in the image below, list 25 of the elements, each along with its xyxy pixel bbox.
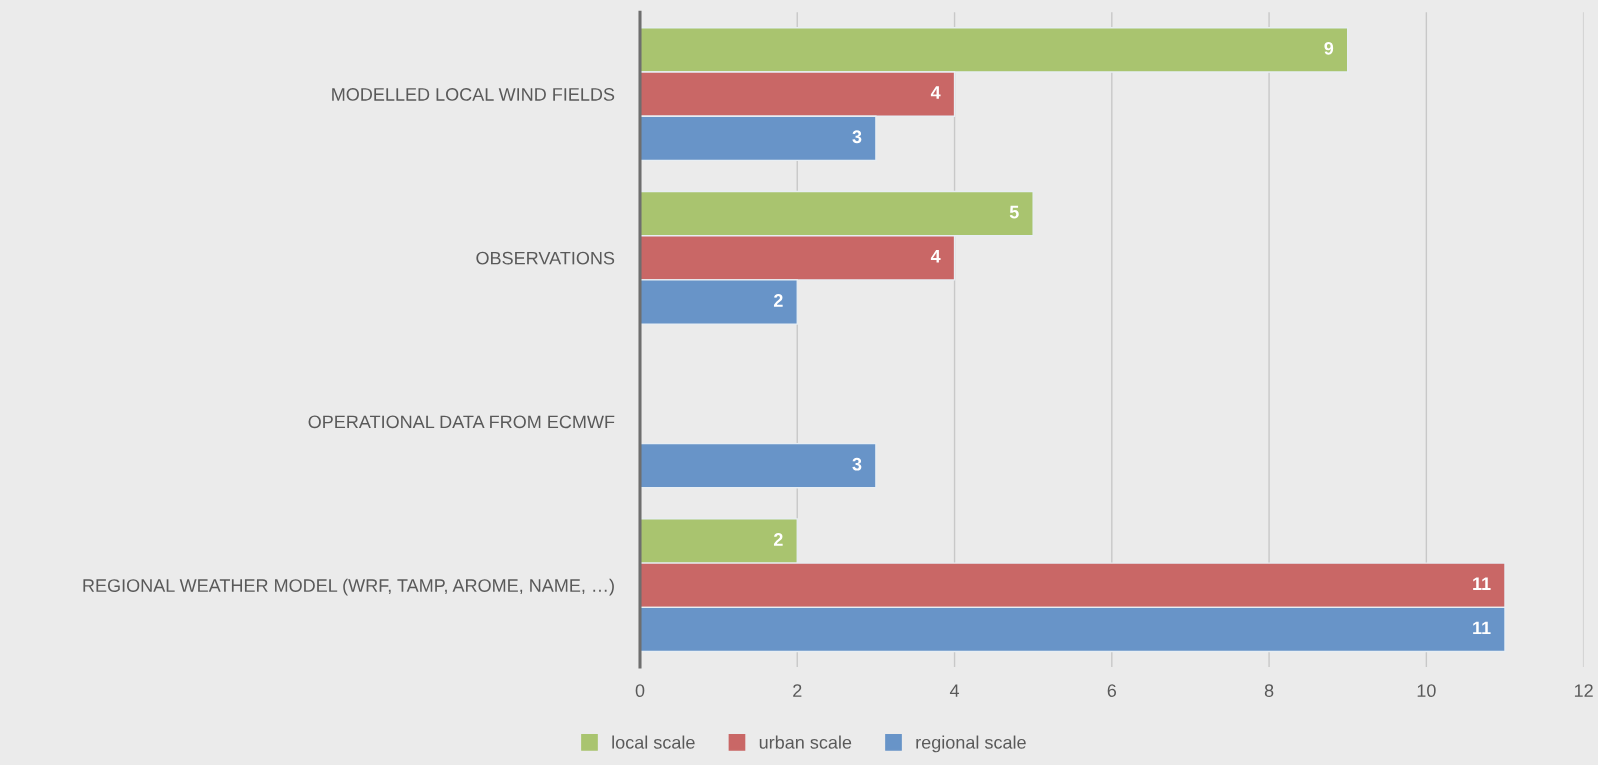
x-tick-label: 6: [1107, 684, 1117, 698]
x-tick-label: 8: [1264, 684, 1274, 698]
y-tick-label: REGIONAL WEATHER MODEL (WRF, TAMP, AROME, NAME, …): [83, 578, 614, 596]
y-tick-label: OPERATIONAL DATA FROM ECMWF: [308, 415, 615, 429]
y-tick-label: MODELLED LOCAL WIND FIELDS: [332, 88, 615, 101]
data-label: 2: [773, 533, 783, 546]
bar: [640, 442, 877, 489]
x-tick-label: 0: [635, 684, 645, 698]
data-label: 9: [1324, 41, 1334, 55]
data-label: 4: [930, 250, 941, 263]
data-label: 11: [1473, 577, 1491, 590]
data-label: 4: [930, 86, 941, 99]
x-tick-label: 12: [1574, 684, 1593, 697]
legend-label: regional scale: [916, 735, 1026, 753]
x-tick-label: 10: [1417, 684, 1436, 698]
x-tick-label: 2: [793, 684, 802, 697]
legend-label: local scale: [612, 735, 695, 749]
data-label: 3: [852, 130, 862, 144]
data-label: 2: [773, 294, 783, 307]
legend-label: urban scale: [759, 735, 852, 749]
data-label: 11: [1473, 621, 1491, 635]
x-tick-label: 4: [949, 684, 960, 697]
data-label: 5: [1009, 205, 1019, 219]
y-tick-label: OBSERVATIONS: [476, 251, 615, 265]
data-label: 3: [852, 457, 862, 471]
